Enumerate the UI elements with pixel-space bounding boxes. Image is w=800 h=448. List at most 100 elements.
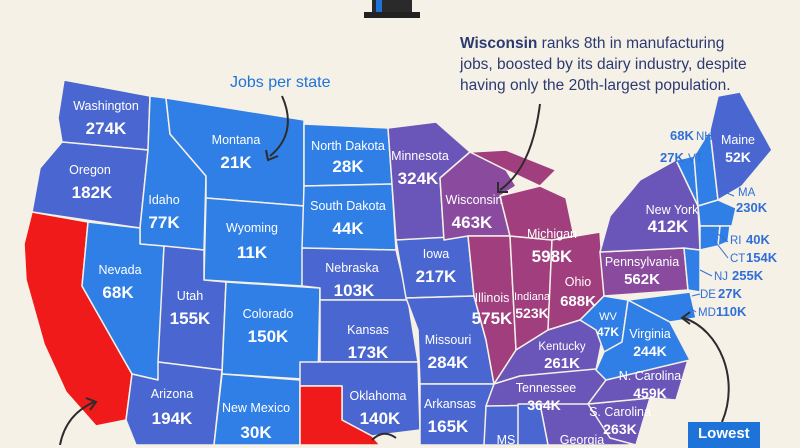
state-nm [213,373,301,445]
jobs-per-state-label: Jobs per state [230,74,331,91]
label-ks-name: Kansas [347,323,389,337]
lowest-arrow [683,317,730,423]
label-wv-value: 47K [597,325,619,339]
state-ny [599,159,701,253]
label-wa-name: Washington [73,99,139,113]
label-ny-value: 412K [648,217,689,236]
label-nc-name: N. Carolina [619,369,682,383]
label-wa-value: 274K [86,119,127,138]
label-nc-value: 459K [633,385,666,401]
label-nd-value: 28K [332,157,364,176]
state-ma [697,199,737,227]
label-mt-value: 21K [220,153,252,172]
label-vt-name: VT [688,153,703,165]
label-mi-name: Michigan [527,227,577,241]
state-al [517,403,549,445]
label-oh-name: Ohio [565,275,591,289]
label-sd-name: South Dakota [310,199,386,213]
label-pa-value: 562K [624,271,660,288]
wisconsin-annotation-name: Wisconsin [460,35,538,52]
state-sd [301,183,397,251]
label-ia-value: 217K [416,267,457,286]
label-ks-value: 173K [348,343,389,362]
label-me-value: 52K [725,149,751,165]
label-ma-name: MA [738,187,756,199]
label-or-value: 182K [72,183,113,202]
label-sc-name: S. Carolina [589,405,651,419]
label-wy-name: Wyoming [226,221,278,235]
jobs-arrow [269,95,289,157]
label-mn-name: Minnesota [391,149,449,163]
state-md [627,291,697,323]
state-nd [303,123,393,187]
label-me-name: Maine [721,133,755,147]
label-il-name: Illinois [475,291,510,305]
wisconsin-annotation-text: ranks 8th in manufacturing jobs, boosted… [460,35,747,94]
label-nh-value: 68K [670,128,694,143]
label-wv-name: WV [599,311,617,323]
california-arrow [59,401,95,445]
label-ar-value: 165K [428,417,469,436]
label-ky-value: 261K [544,355,580,372]
label-oh-value: 688K [560,293,596,310]
state-ar [419,383,495,445]
state-or [31,141,149,229]
lowest-label: Lowest [688,422,760,448]
state-wa [57,79,151,151]
state-ct [699,225,721,251]
label-ok-name: Oklahoma [350,389,407,403]
label-wi-value: 463K [452,213,493,232]
label-ma-value: 230K [736,200,768,215]
label-az-name: Arizona [151,387,193,401]
label-ms-name: MS [497,433,516,445]
label-de-value: 27K [718,286,742,301]
label-nj-name: NJ [714,271,728,283]
label-mt-name: Montana [212,133,261,147]
state-tx [299,385,381,445]
label-or-name: Oregon [69,163,111,177]
label-tn-name: Tennessee [516,381,577,395]
label-mi-value: 598K [532,247,573,266]
label-ne-name: Nebraska [325,261,379,275]
label-nv-name: Nevada [98,263,141,277]
wisconsin-annotation: Wisconsin ranks 8th in manufacturing job… [460,33,760,96]
label-ut-value: 155K [170,309,211,328]
label-ok-value: 140K [360,409,401,428]
label-nm-name: New Mexico [222,401,290,415]
label-tn-value: 364K [527,397,560,413]
northeast-leader-lines [689,189,735,313]
label-nd-name: North Dakota [311,139,385,153]
state-wy [203,197,305,287]
label-ga-name: Georgia [560,433,605,445]
label-vt-value: 27K [660,150,684,165]
jobs-arrow-head [265,149,279,162]
label-sc-value: 263K [603,421,636,437]
label-nj-value: 255K [732,268,764,283]
label-ct-name: CT [730,253,745,265]
label-ne-value: 103K [334,281,375,300]
label-ia-name: Iowa [423,247,449,261]
wisconsin-arrow [499,103,541,191]
label-wi-name: Wisconsin [446,193,503,207]
label-md-value: 110K [716,304,747,319]
label-co-name: Colorado [243,307,294,321]
label-nh-name: NH [696,131,713,143]
texas-arrow [371,432,397,441]
california-arrow-head [85,397,98,411]
label-de-name: DE [700,289,716,301]
label-ct-value: 154K [746,250,778,265]
label-mo-value: 284K [428,353,469,372]
label-mn-value: 324K [398,169,439,188]
label-ny-name: New York [646,203,700,217]
label-va-value: 244K [633,343,666,359]
label-nm-value: 30K [240,423,272,442]
label-mo-name: Missouri [425,333,472,347]
label-ut-name: Utah [177,289,203,303]
label-wy-value: 11K [237,243,268,262]
label-co-value: 150K [248,327,289,346]
wisconsin-arrow-head [497,182,508,193]
label-id-value: 77K [148,213,180,232]
label-ar-name: Arkansas [424,397,476,411]
label-md-name: MD [698,307,716,319]
